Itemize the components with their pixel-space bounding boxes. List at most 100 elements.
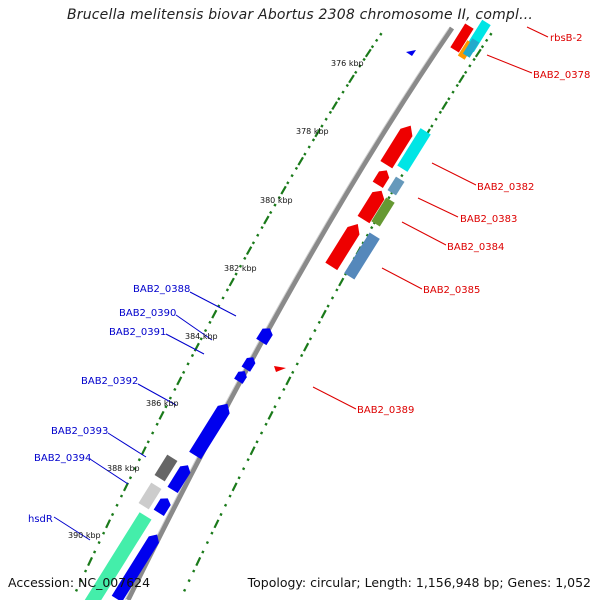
gene-BAB2_0382[interactable]: [397, 128, 431, 172]
kbp-label: 384 kbp: [185, 332, 218, 341]
gene-BAB2_0394[interactable]: [138, 482, 162, 510]
minor-tick: [183, 588, 187, 592]
major-tick: [303, 342, 310, 352]
gene-label-BAB2_0391[interactable]: BAB2_0391: [109, 327, 166, 338]
major-tick: [176, 376, 183, 386]
major-tick: [245, 246, 253, 256]
major-tick: [348, 74, 355, 84]
gene-small-reverse-top[interactable]: [406, 50, 416, 56]
kbp-label: 376 kbp: [331, 59, 364, 68]
gene-label-BAB2_0383[interactable]: BAB2_0383: [460, 214, 517, 225]
minor-tick: [97, 540, 101, 545]
minor-tick: [187, 579, 191, 583]
minor-tick: [242, 467, 246, 471]
gene-label-BAB2_0388[interactable]: BAB2_0388: [133, 284, 190, 295]
minor-tick: [246, 458, 250, 462]
tick-marks: [74, 32, 493, 592]
minor-tick: [110, 512, 115, 517]
minor-tick: [182, 370, 186, 374]
gene-rbsB-2[interactable]: [450, 23, 474, 53]
major-tick: [263, 215, 270, 225]
minor-tick: [273, 203, 277, 207]
minor-tick: [255, 440, 259, 444]
minor-tick: [119, 494, 124, 498]
minor-tick: [307, 145, 311, 149]
minor-tick: [361, 241, 365, 245]
minor-tick: [273, 405, 277, 409]
minor-tick: [365, 233, 370, 237]
minor-tick: [115, 503, 119, 507]
chromosome-backbone: [125, 26, 455, 600]
minor-tick: [447, 97, 451, 101]
gene-label-BAB2_0384[interactable]: BAB2_0384: [447, 242, 504, 253]
gene-hsdR[interactable]: [84, 512, 152, 600]
gene-BAB2_0390[interactable]: [241, 355, 258, 372]
minor-tick: [199, 337, 203, 341]
gene-BAB2_0378-b[interactable]: [462, 38, 480, 58]
gene-BAB2_0389[interactable]: [274, 366, 286, 372]
kbp-label: 382 kbp: [224, 264, 257, 273]
minor-tick: [317, 320, 321, 324]
gene-BAB2_0394-arrow[interactable]: [153, 495, 173, 516]
minor-tick: [484, 38, 489, 43]
gene-label-BAB2_0378[interactable]: BAB2_0378: [533, 70, 590, 81]
gene-BAB2_0384[interactable]: [371, 197, 395, 227]
gene-label-BAB2_0392[interactable]: BAB2_0392: [81, 376, 138, 387]
minor-tick: [335, 288, 339, 292]
gene-BAB2_0385[interactable]: [344, 232, 380, 280]
minor-tick: [133, 467, 137, 471]
gene-label-rbsB-2[interactable]: rbsB-2: [550, 33, 583, 44]
gene-label-BAB2_0385[interactable]: BAB2_0385: [423, 285, 480, 296]
minor-tick: [221, 296, 225, 300]
major-tick: [228, 277, 235, 287]
minor-tick: [151, 431, 155, 435]
minor-tick: [374, 38, 379, 43]
minor-tick: [294, 166, 299, 171]
gene-label-BAB2_0394[interactable]: BAB2_0394: [34, 453, 91, 464]
gene-BAB2_0388[interactable]: [256, 325, 275, 346]
gene-hsdR-arrow[interactable]: [111, 531, 162, 600]
gene-BAB2_0385-arrow[interactable]: [325, 220, 363, 271]
minor-tick: [243, 256, 247, 260]
gene-BAB2_0384-arrow[interactable]: [357, 187, 388, 224]
minor-tick: [155, 422, 159, 426]
gene-BAB2_0383-arrow[interactable]: [372, 167, 392, 188]
minor-tick: [173, 387, 177, 392]
gene-BAB2_0393[interactable]: [154, 454, 178, 482]
minor-tick: [74, 588, 79, 592]
minor-tick: [463, 70, 468, 75]
minor-tick: [362, 57, 366, 62]
gene-label-BAB2_0382[interactable]: BAB2_0382: [477, 182, 534, 193]
minor-tick: [210, 531, 214, 535]
kbp-label: 378 kbp: [296, 127, 329, 136]
minor-tick: [311, 138, 316, 142]
minor-tick: [223, 503, 228, 507]
minor-tick: [430, 124, 434, 128]
gene-label-BAB2_0389[interactable]: BAB2_0389: [357, 405, 414, 416]
major-tick: [441, 101, 448, 110]
minor-tick: [164, 405, 168, 409]
minor-tick: [358, 64, 362, 68]
gene-BAB2_0391[interactable]: [234, 368, 249, 384]
gene-label-BAB2_0393[interactable]: BAB2_0393: [51, 426, 108, 437]
major-tick: [474, 48, 482, 58]
minor-tick: [203, 328, 208, 333]
major-tick: [87, 556, 93, 567]
major-tick: [158, 410, 165, 420]
gene-label-hsdR[interactable]: hsdR: [28, 514, 53, 525]
major-tick: [285, 376, 292, 386]
major-tick: [458, 74, 465, 84]
minor-tick: [489, 32, 493, 36]
gene-BAB2_0382-arrow[interactable]: [380, 122, 416, 169]
topology-label: Topology: circular; Length: 1,156,948 bp…: [247, 575, 591, 590]
gene-label-BAB2_0390[interactable]: BAB2_0390: [119, 308, 176, 319]
minor-tick: [387, 195, 391, 200]
gene-BAB2_0393-arrow[interactable]: [167, 462, 193, 494]
gene-BAB2_0392[interactable]: [189, 400, 233, 460]
gene-BAB2_0383[interactable]: [387, 176, 405, 196]
minor-tick: [345, 83, 349, 88]
minor-tick: [379, 32, 383, 36]
major-tick: [105, 519, 111, 529]
minor-tick: [455, 83, 459, 88]
